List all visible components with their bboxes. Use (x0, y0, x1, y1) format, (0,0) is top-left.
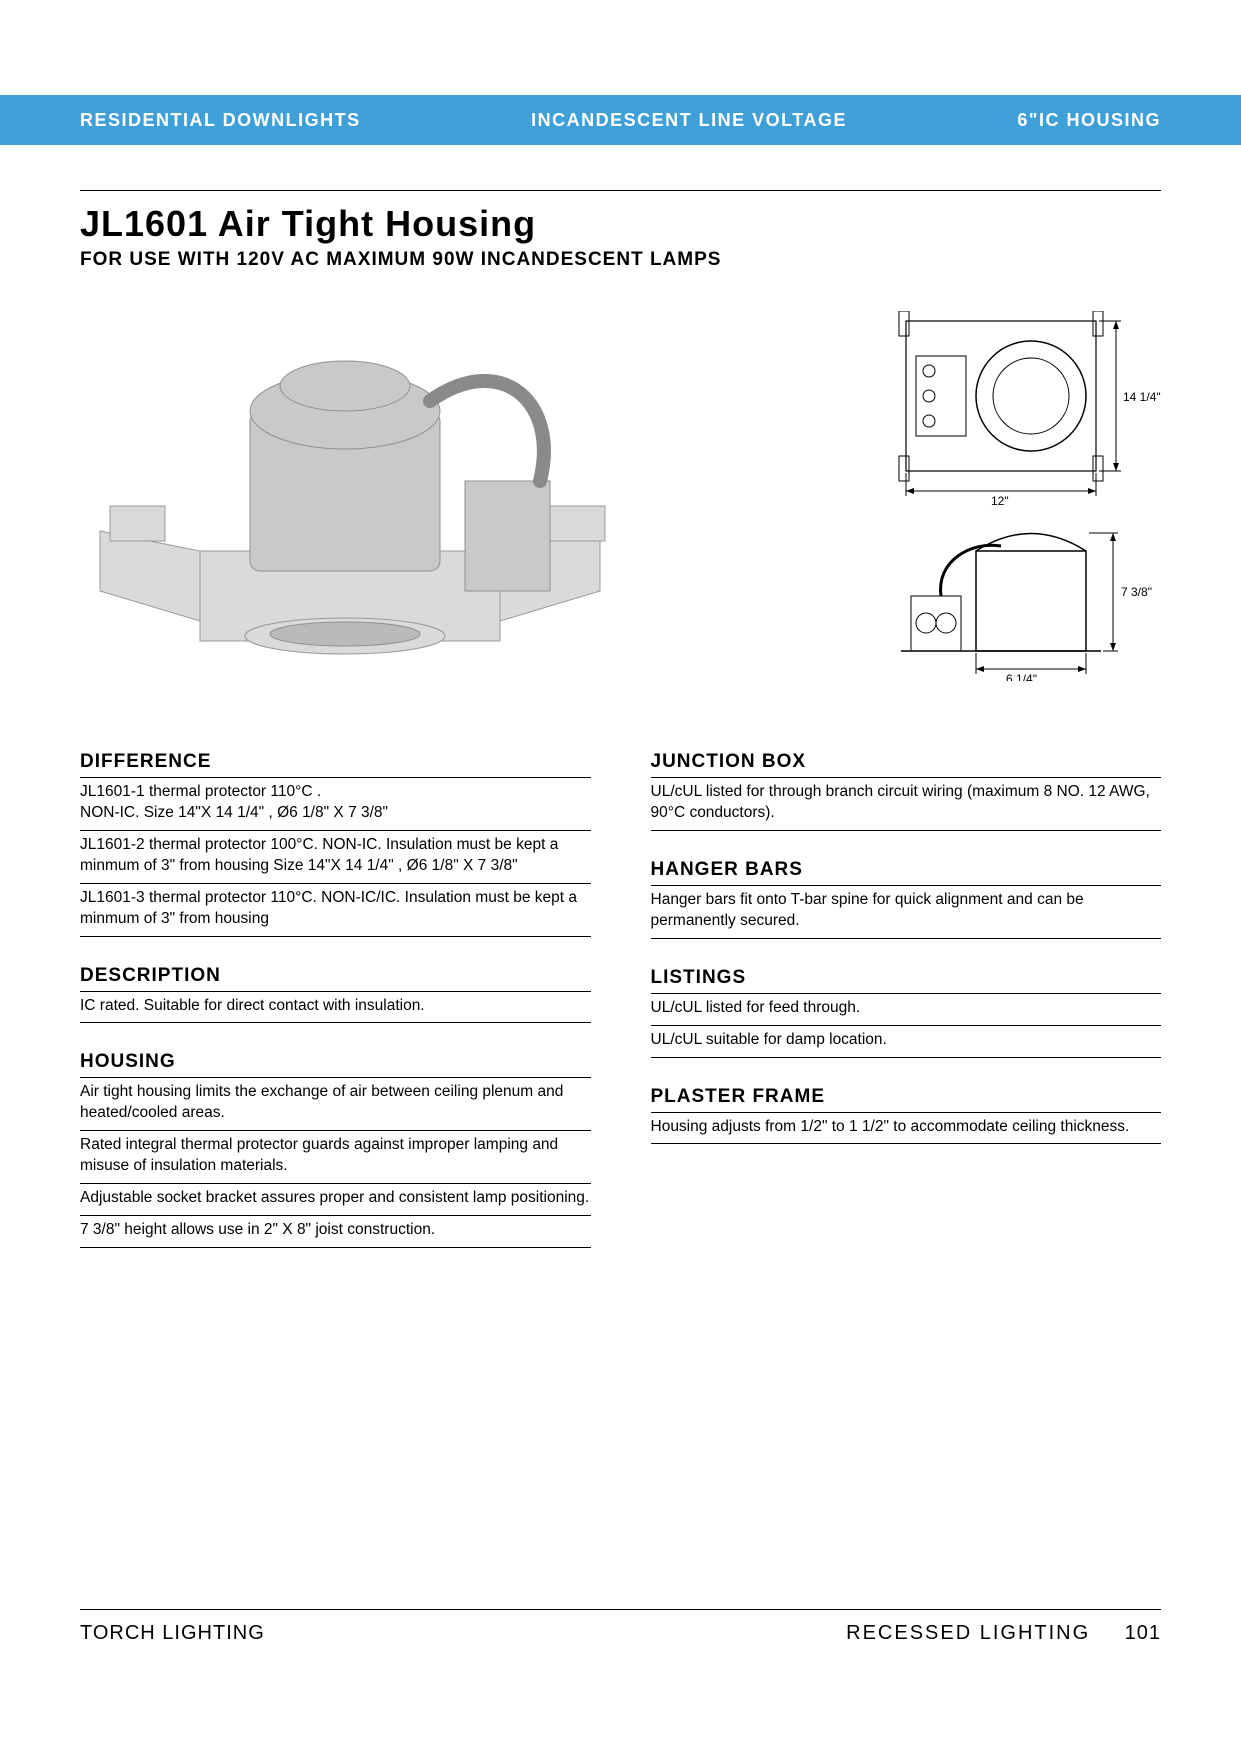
banner-center: INCANDESCENT LINE VOLTAGE (531, 110, 847, 131)
page-content: JL1601 Air Tight Housing FOR USE WITH 12… (80, 190, 1161, 1248)
section-heading-housing: HOUSING (80, 1051, 591, 1073)
banner-left: RESIDENTIAL DOWNLIGHTS (80, 110, 361, 131)
spec-entry: UL/cUL listed for through branch circuit… (651, 777, 1162, 831)
product-title: JL1601 Air Tight Housing (80, 203, 1161, 245)
spec-entry: 7 3/8" height allows use in 2" X 8" jois… (80, 1216, 591, 1248)
spec-entry: JL1601-2 thermal protector 100°C. NON-IC… (80, 831, 591, 884)
spec-entry: UL/cUL listed for feed through. (651, 993, 1162, 1026)
product-photo (80, 331, 660, 671)
dim-top-height: 14 1/4" (1123, 390, 1161, 404)
footer-brand: TORCH LIGHTING (80, 1622, 265, 1645)
spec-entry: Air tight housing limits the exchange of… (80, 1077, 591, 1131)
section-heading-difference: DIFFERENCE (80, 751, 591, 773)
spec-entry: JL1601-3 thermal protector 110°C. NON-IC… (80, 884, 591, 937)
right-column: JUNCTION BOX UL/cUL listed for through b… (651, 751, 1162, 1248)
figure-area: 12" 14 1/4" (80, 311, 1161, 711)
product-subtitle: FOR USE WITH 120V AC MAXIMUM 90W INCANDE… (80, 249, 1161, 271)
spec-entry: UL/cUL suitable for damp location. (651, 1026, 1162, 1058)
banner-right: 6"IC HOUSING (1017, 110, 1161, 131)
spec-entry: IC rated. Suitable for direct contact wi… (80, 991, 591, 1024)
top-rule (80, 190, 1161, 191)
dimension-diagram: 12" 14 1/4" (881, 311, 1161, 681)
dim-side-width: 6 1/4" (1006, 672, 1037, 681)
section-heading-hanger-bars: HANGER BARS (651, 859, 1162, 881)
spec-columns: DIFFERENCE JL1601-1 thermal protector 11… (80, 751, 1161, 1248)
dim-top-width: 12" (991, 494, 1009, 508)
spec-entry: Adjustable socket bracket assures proper… (80, 1184, 591, 1216)
spec-entry: Rated integral thermal protector guards … (80, 1131, 591, 1184)
spec-entry: Hanger bars fit onto T-bar spine for qui… (651, 885, 1162, 939)
dim-side-height: 7 3/8" (1121, 585, 1152, 599)
category-banner: RESIDENTIAL DOWNLIGHTS INCANDESCENT LINE… (0, 95, 1241, 145)
footer-page-number: 101 (1125, 1622, 1161, 1644)
spec-entry: Housing adjusts from 1/2" to 1 1/2" to a… (651, 1112, 1162, 1145)
section-heading-listings: LISTINGS (651, 967, 1162, 989)
spec-entry: JL1601-1 thermal protector 110°C . NON-I… (80, 777, 591, 831)
footer-category: RECESSED LIGHTING (846, 1622, 1090, 1644)
left-column: DIFFERENCE JL1601-1 thermal protector 11… (80, 751, 591, 1248)
section-heading-plaster-frame: PLASTER FRAME (651, 1086, 1162, 1108)
section-heading-junction-box: JUNCTION BOX (651, 751, 1162, 773)
section-heading-description: DESCRIPTION (80, 965, 591, 987)
page-footer: TORCH LIGHTING RECESSED LIGHTING 101 (80, 1609, 1161, 1645)
